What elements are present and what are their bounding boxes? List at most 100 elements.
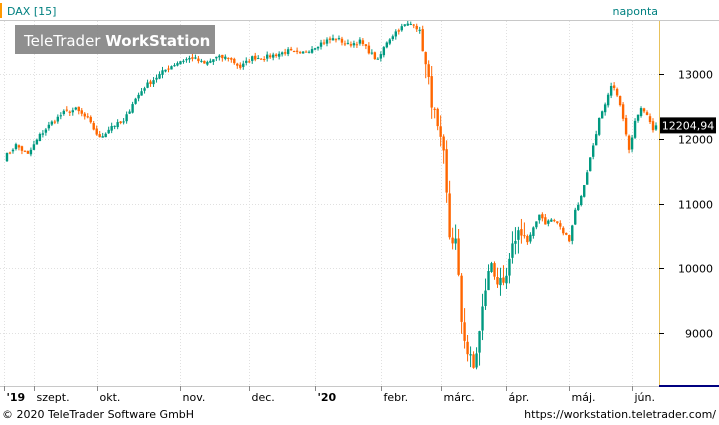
candle-body — [260, 58, 263, 60]
candle-body — [319, 42, 323, 47]
candle — [606, 92, 610, 108]
candle — [143, 86, 146, 94]
candle-body — [577, 204, 580, 210]
candle — [373, 51, 377, 60]
candle — [83, 112, 86, 120]
candle — [580, 194, 583, 207]
candle — [544, 213, 547, 225]
candle-body — [445, 149, 448, 193]
candle-body — [639, 108, 643, 116]
candle — [391, 34, 395, 42]
candle-body — [645, 112, 649, 115]
candle — [612, 82, 616, 91]
candle-body — [35, 139, 39, 145]
candle-body — [403, 24, 406, 26]
watermark-product: WorkStation — [105, 32, 210, 50]
candle — [633, 118, 637, 140]
candle — [648, 113, 652, 125]
candle — [116, 119, 119, 130]
candle-body — [26, 151, 30, 154]
candle-body — [612, 85, 616, 88]
candle — [310, 46, 314, 54]
candle — [529, 232, 532, 244]
candle-body — [370, 52, 374, 54]
candle — [47, 121, 51, 131]
candle-body — [529, 234, 532, 242]
candle-body — [128, 111, 131, 114]
candle-body — [80, 110, 83, 114]
candle-body — [212, 59, 215, 62]
candle-body — [274, 54, 278, 57]
candle-body — [173, 65, 176, 67]
candle-body — [77, 106, 80, 112]
candle-body — [580, 196, 583, 206]
candle-body — [65, 109, 69, 111]
candles — [5, 20, 658, 370]
candle — [487, 264, 490, 291]
candle — [185, 57, 188, 63]
candle-body — [277, 53, 281, 57]
candle-body — [642, 108, 646, 112]
candle-body — [574, 209, 577, 225]
candle-body — [433, 108, 436, 110]
candle — [418, 26, 421, 34]
candle — [14, 142, 18, 151]
candle — [475, 347, 478, 370]
candle — [227, 57, 230, 62]
candle — [370, 49, 374, 55]
candle — [412, 24, 415, 29]
candle — [490, 261, 493, 273]
candle-body — [310, 49, 314, 53]
candle-body — [385, 42, 389, 48]
candle — [388, 38, 392, 46]
candle — [454, 224, 457, 250]
candle — [409, 21, 412, 26]
candle — [541, 212, 544, 222]
candle-body — [409, 23, 412, 25]
candle-body — [254, 55, 257, 60]
candle-body — [517, 230, 520, 240]
candle-body — [44, 129, 48, 133]
candle-body — [520, 229, 523, 236]
candle — [427, 60, 430, 85]
candle-body — [116, 122, 119, 128]
candle-body — [627, 135, 631, 150]
candle — [600, 110, 604, 119]
candle — [346, 39, 350, 45]
candle-body — [134, 98, 137, 104]
x-tick-label: ápr. — [509, 391, 530, 404]
candle-body — [32, 144, 36, 150]
instrument-title[interactable]: DAX [15] — [7, 5, 56, 18]
candle-body — [505, 275, 508, 284]
candle — [502, 265, 505, 286]
candle-body — [143, 88, 146, 91]
candle — [224, 54, 227, 61]
candle — [618, 95, 622, 107]
candle — [5, 152, 9, 162]
candle-body — [149, 81, 152, 84]
candle-body — [454, 238, 457, 244]
candle — [149, 79, 152, 87]
footer-url[interactable]: https://workstation.teletrader.com/ — [524, 408, 716, 421]
candle — [364, 44, 368, 50]
candle-body — [511, 243, 514, 258]
candle — [642, 107, 646, 114]
candle-body — [268, 55, 272, 58]
candle — [319, 39, 323, 50]
candle — [469, 346, 472, 368]
candle — [493, 261, 496, 280]
candle-body — [493, 263, 496, 277]
candle-body — [271, 54, 275, 58]
candle-body — [648, 116, 652, 122]
candle-body — [346, 42, 350, 44]
candle — [322, 39, 326, 46]
interval-label[interactable]: naponta — [613, 5, 658, 18]
y-tick-label: 13000 — [678, 69, 713, 82]
candle-body — [550, 219, 553, 222]
y-tick-label: 11000 — [678, 199, 713, 212]
candle-body — [227, 57, 230, 59]
candle-body — [337, 38, 341, 40]
candle — [53, 119, 57, 125]
